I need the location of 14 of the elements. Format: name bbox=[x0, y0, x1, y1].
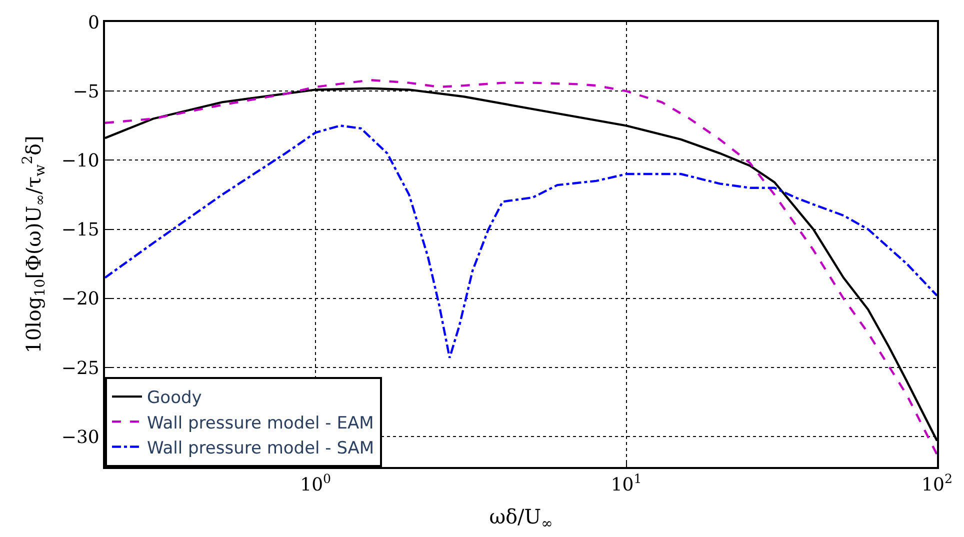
x-axis-title: ωδ/U$_{∞}$ bbox=[489, 504, 553, 532]
y-tick-label: −25 bbox=[61, 358, 100, 379]
y-tick-label: −5 bbox=[72, 81, 100, 102]
y-tick-label: −10 bbox=[61, 150, 100, 172]
y-tick-label: −30 bbox=[61, 426, 100, 448]
x-tick-label: 10$^{2}$ bbox=[922, 471, 952, 496]
y-tick-label: 0 bbox=[88, 12, 100, 34]
legend-label: Wall pressure model - SAM bbox=[147, 438, 374, 458]
y-tick-label: −15 bbox=[61, 220, 100, 241]
x-tick-label: 10$^{1}$ bbox=[610, 471, 642, 496]
legend-label: Goody bbox=[147, 388, 202, 408]
y-tick-label: −20 bbox=[61, 288, 100, 310]
x-tick-label: 10$^{0}$ bbox=[300, 471, 332, 496]
legend-label: Wall pressure model - EAM bbox=[147, 413, 374, 434]
